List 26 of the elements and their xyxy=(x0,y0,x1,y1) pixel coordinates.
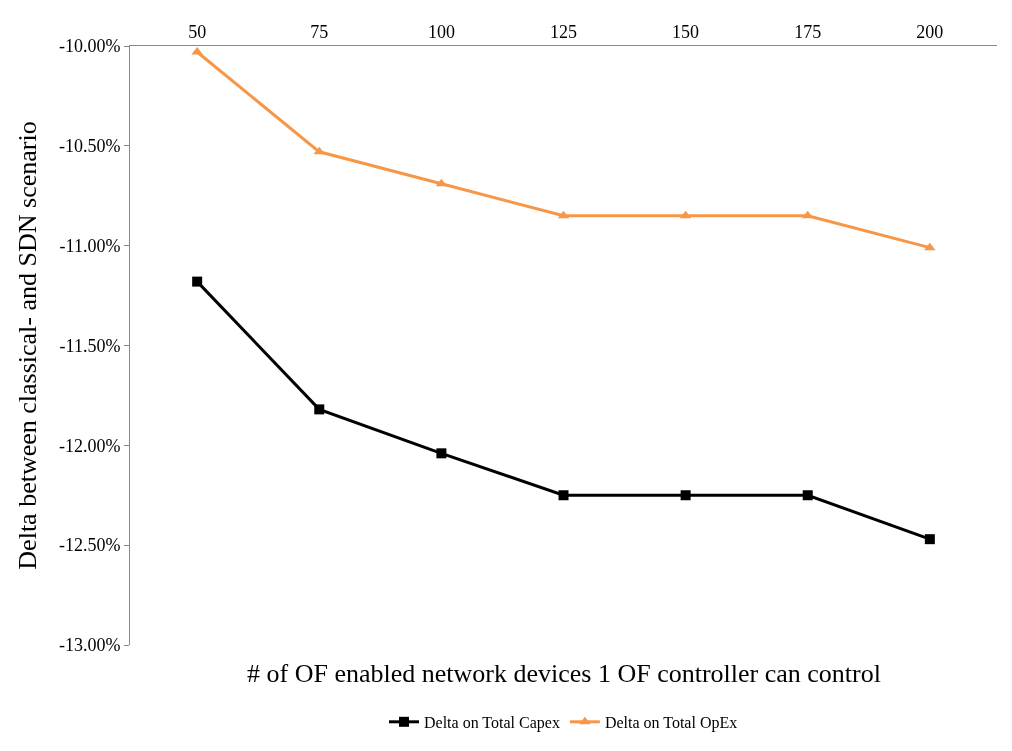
legend-label: Delta on Total Capex xyxy=(424,714,560,733)
x-tick-label: 200 xyxy=(916,21,944,42)
y-tick-label: -11.00% xyxy=(59,235,121,256)
point xyxy=(436,448,447,459)
point xyxy=(192,276,203,287)
y-tick-label: -10.50% xyxy=(58,136,121,157)
y-tick-label: -11.50% xyxy=(59,335,121,356)
legend-label: Delta on Total OpEx xyxy=(604,714,738,733)
point xyxy=(558,490,569,501)
x-tick-label: 75 xyxy=(310,21,329,42)
point xyxy=(924,534,935,545)
x-tick-label: 50 xyxy=(188,21,207,42)
y-tick-label: -12.50% xyxy=(58,535,121,556)
y-tick-label: -13.00% xyxy=(58,635,121,656)
x-tick-label: 125 xyxy=(550,21,577,42)
point xyxy=(680,490,691,501)
y-tick-label: -12.00% xyxy=(58,435,121,456)
y-axis-title: Delta between classical- and SDN scenario xyxy=(13,121,43,570)
point xyxy=(802,490,813,501)
point xyxy=(924,242,936,251)
x-tick-label: 100 xyxy=(427,21,455,42)
y-tick-label: -10.00% xyxy=(58,36,121,57)
point xyxy=(314,404,325,415)
x-tick-label: 175 xyxy=(794,21,822,42)
x-axis-title: # of OF enabled network devices 1 OF controller can control xyxy=(247,659,881,688)
x-tick-label: 150 xyxy=(672,21,700,42)
